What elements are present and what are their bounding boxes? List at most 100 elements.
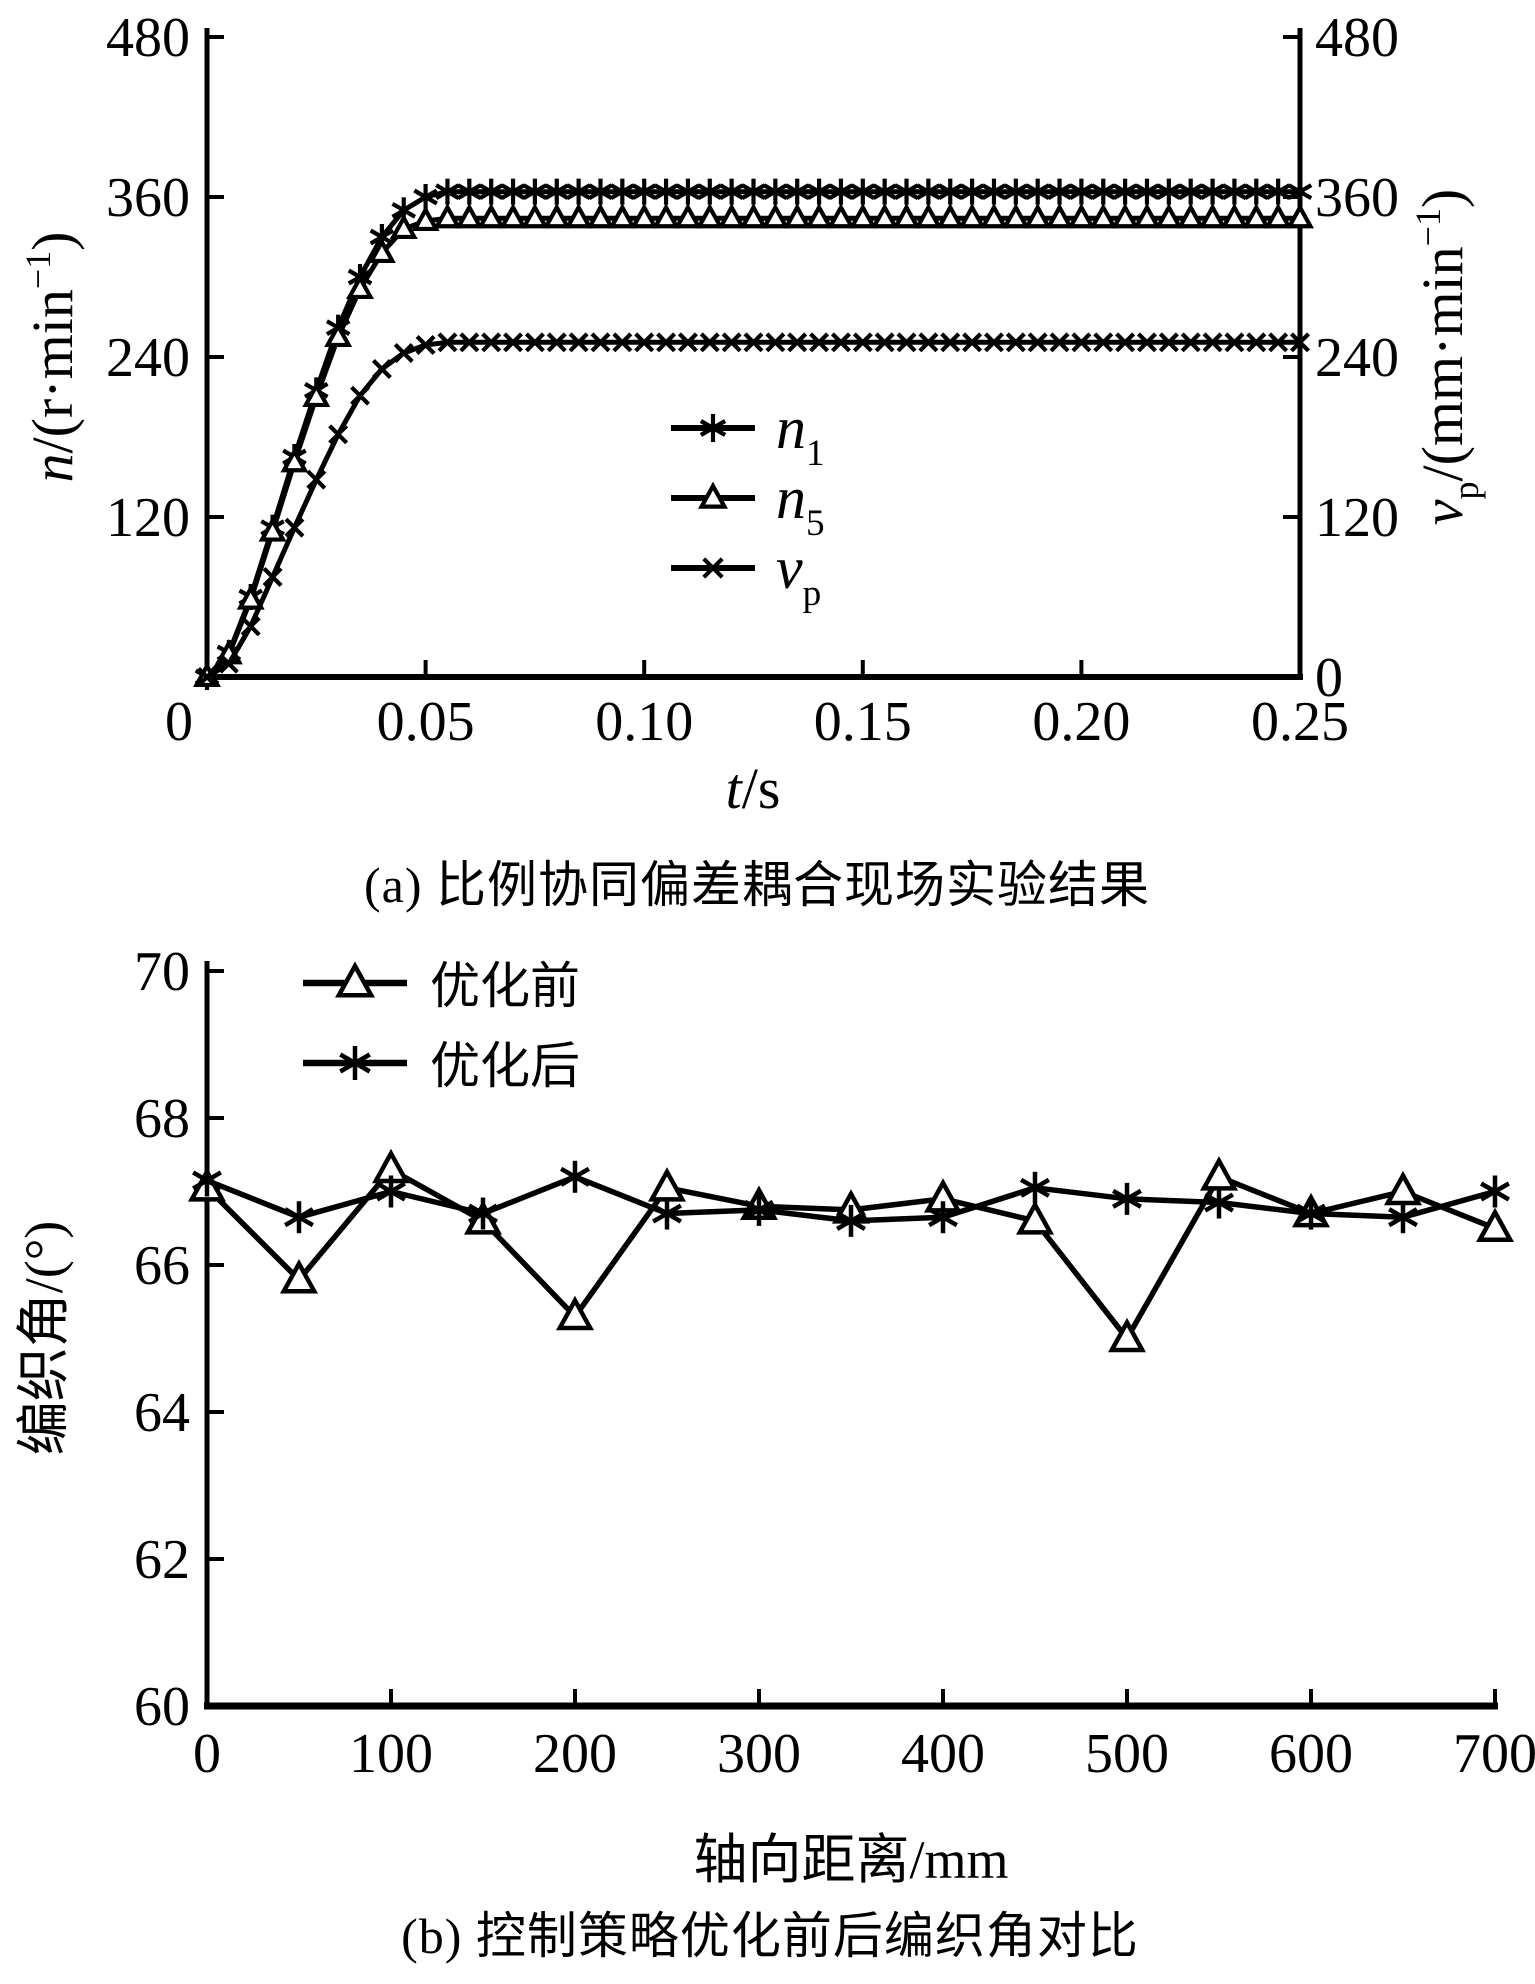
- xtick-label: 0.05: [377, 691, 475, 753]
- axes-b: 60 62 64 66 68 70 100 200 300 400 500 600 700 0: [134, 941, 1535, 1785]
- cross-marker: [1246, 332, 1267, 353]
- triangle-marker: [411, 205, 440, 232]
- cross-marker: [393, 343, 414, 363]
- cross-marker: [306, 469, 327, 490]
- cross-marker: [503, 332, 524, 353]
- asterisk-marker: [959, 178, 985, 205]
- triangle-marker: [302, 381, 331, 408]
- cross-marker: [787, 332, 808, 353]
- asterisk-marker: [544, 178, 570, 205]
- cross-marker: [197, 667, 217, 687]
- ytick-label: 120: [106, 487, 190, 549]
- xtick-label: 700: [1453, 1723, 1535, 1785]
- xtick-label: 0.10: [595, 691, 693, 753]
- triangle-marker: [1176, 202, 1205, 229]
- legend-label-vp: vp: [776, 535, 821, 614]
- asterisk-marker: [916, 178, 941, 205]
- cross-marker: [702, 557, 724, 579]
- asterisk-marker: [1112, 1182, 1142, 1215]
- asterisk-marker: [763, 178, 788, 205]
- triangle-marker: [761, 202, 790, 229]
- asterisk-marker: [894, 178, 919, 205]
- xtick-label: 100: [349, 1723, 433, 1785]
- cross-marker: [940, 332, 961, 353]
- cross-marker: [677, 332, 698, 353]
- triangle-marker: [914, 202, 943, 229]
- triangle-marker: [258, 516, 287, 542]
- series-n1: [194, 178, 1313, 690]
- triangle-marker: [236, 584, 265, 610]
- triangle-marker: [564, 202, 593, 229]
- legend-item-n5: n5: [671, 465, 825, 544]
- triangle-marker: [1198, 202, 1227, 229]
- asterisk-marker: [719, 178, 744, 205]
- triangle-marker: [695, 202, 724, 229]
- x-axis-label-b: 轴向距离/mm: [693, 1830, 1008, 1890]
- asterisk-marker: [468, 1197, 498, 1230]
- series-after-optimization: [192, 1160, 1510, 1237]
- asterisk-marker: [478, 178, 504, 205]
- cross-marker: [896, 332, 917, 353]
- triangle-marker: [586, 202, 615, 229]
- ytick-label: 70: [134, 941, 190, 1003]
- cross-marker: [371, 359, 392, 379]
- triangle-marker: [477, 202, 506, 229]
- triangle-marker: [1220, 202, 1249, 229]
- cross-marker: [1180, 332, 1201, 353]
- cross-marker: [1049, 332, 1070, 353]
- asterisk-marker: [631, 178, 657, 205]
- asterisk-marker: [1134, 178, 1160, 205]
- triangle-marker: [630, 202, 659, 229]
- triangle-marker: [870, 202, 899, 229]
- ytick-label: 68: [134, 1088, 190, 1150]
- triangle-marker: [367, 237, 396, 264]
- triangle-marker: [346, 273, 375, 300]
- legend-item-before-optimization: 优化前: [303, 958, 580, 1014]
- cross-marker: [1158, 332, 1179, 353]
- cross-marker: [350, 385, 370, 406]
- ytick-label: 66: [134, 1235, 190, 1297]
- cross-marker: [568, 332, 589, 353]
- cross-marker: [634, 332, 655, 353]
- xtick-label: 500: [1085, 1723, 1169, 1785]
- ytick-label: 480: [106, 7, 190, 69]
- asterisk-marker: [872, 178, 897, 205]
- cross-marker: [1027, 332, 1048, 353]
- triangle-marker: [1383, 1170, 1423, 1206]
- asterisk-marker: [1287, 178, 1313, 205]
- cross-marker: [437, 332, 458, 353]
- right-y-axis-label-a: vp/(mm·min−1): [1408, 189, 1486, 526]
- triangle-marker: [324, 321, 353, 348]
- asterisk-marker: [1069, 178, 1094, 205]
- xtick-label: 600: [1269, 1723, 1353, 1785]
- cross-marker: [1093, 332, 1114, 353]
- asterisk-marker: [1047, 178, 1072, 205]
- asterisk-marker: [652, 1197, 682, 1230]
- triangle-marker: [979, 202, 1008, 229]
- asterisk-marker: [981, 178, 1007, 205]
- asterisk-marker: [1003, 178, 1029, 205]
- asterisk-marker: [1296, 1197, 1326, 1230]
- cross-marker: [1268, 332, 1289, 353]
- triangle-marker: [698, 481, 728, 509]
- legend-item-after-optimization: 优化后: [303, 1038, 580, 1094]
- asterisk-marker: [1090, 178, 1116, 205]
- x-axis-label-a: t/s: [726, 756, 781, 821]
- xtick-label: 300: [717, 1723, 801, 1785]
- triangle-marker: [499, 202, 528, 229]
- asterisk-marker: [744, 1193, 774, 1226]
- y-axis-label-b: 编织角/(°): [14, 1221, 74, 1456]
- asterisk-marker: [376, 1175, 406, 1208]
- asterisk-marker: [699, 414, 727, 442]
- chart-a: 120 240 360 480 0 120 240 360 480 0.05 0.10 0.15 0.2…: [18, 7, 1486, 821]
- cross-marker: [1071, 332, 1092, 353]
- cross-marker: [546, 332, 567, 353]
- caption-chart-b: (b) 控制策略优化前后编织角对比: [401, 1908, 1139, 1964]
- ytick-label: 360: [106, 167, 190, 229]
- cross-marker: [1137, 332, 1157, 353]
- triangle-marker: [1285, 202, 1315, 229]
- triangle-marker: [1475, 1207, 1515, 1243]
